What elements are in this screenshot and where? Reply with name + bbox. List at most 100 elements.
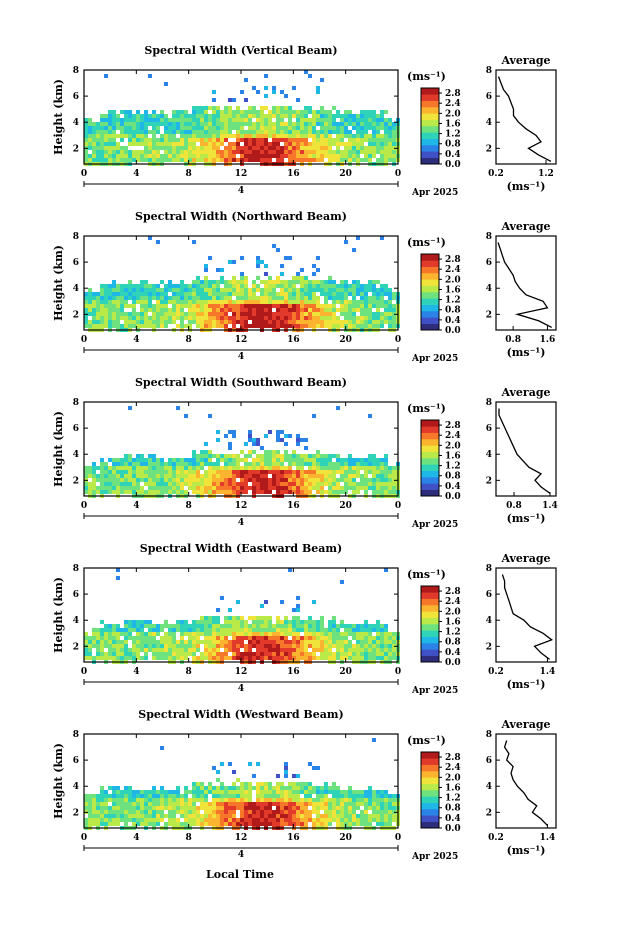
- heatmap-cell: [392, 656, 396, 660]
- heatmap-cell: [196, 656, 200, 660]
- heatmap-cell: [212, 648, 216, 652]
- heatmap-cell: [340, 150, 344, 154]
- x-tick-label: 20: [339, 501, 352, 511]
- heatmap-cell: [244, 652, 248, 656]
- heatmap-cell: [216, 118, 220, 122]
- heatmap-cell: [172, 628, 176, 632]
- heatmap-cell: [128, 462, 132, 466]
- heatmap-cell: [96, 466, 100, 470]
- heatmap-cell: [216, 802, 220, 806]
- heatmap-cell: [284, 786, 288, 790]
- heatmap-cell: [228, 466, 232, 470]
- heatmap-cell: [116, 624, 120, 628]
- heatmap-cell: [204, 308, 208, 312]
- heatmap-cell: [172, 802, 176, 806]
- heatmap-cell: [256, 158, 260, 162]
- heatmap-cell: [380, 114, 384, 118]
- heatmap-cell: [120, 478, 124, 482]
- heatmap-cell: [140, 288, 144, 292]
- heatmap-cell: [168, 118, 172, 122]
- heatmap-cell: [264, 106, 268, 110]
- heatmap-cell: [164, 316, 168, 320]
- profile-frame: [495, 235, 557, 331]
- heatmap-cell: [312, 280, 316, 284]
- heatmap-cell: [356, 486, 360, 490]
- heatmap-cell: [276, 802, 280, 806]
- heatmap-cell: [268, 644, 272, 648]
- heatmap-cell: [104, 640, 108, 644]
- heatmap-cell: [92, 146, 96, 150]
- heatmap-cell: [212, 98, 216, 102]
- heatmap-cell: [120, 316, 124, 320]
- heatmap-cell: [100, 296, 104, 300]
- heatmap-cell: [124, 470, 128, 474]
- heatmap-cell: [368, 288, 372, 292]
- heatmap-cell: [112, 288, 116, 292]
- heatmap-cell: [224, 114, 228, 118]
- heatmap-cell: [268, 114, 272, 118]
- heatmap-cell: [288, 316, 292, 320]
- heatmap-cell: [172, 114, 176, 118]
- heatmap-cell: [152, 110, 156, 114]
- heatmap-cell: [104, 818, 108, 822]
- heatmap-cell: [260, 296, 264, 300]
- heatmap-cell: [340, 154, 344, 158]
- heatmap-cell: [296, 632, 300, 636]
- heatmap-cell: [144, 280, 148, 284]
- heatmap-cell: [196, 490, 200, 494]
- heatmap-cell: [100, 632, 104, 636]
- heatmap-cell: [380, 648, 384, 652]
- heatmap-cell: [120, 644, 124, 648]
- heatmap-cell: [296, 304, 300, 308]
- heatmap-cell: [392, 490, 396, 494]
- heatmap-cell: [148, 474, 152, 478]
- heatmap-cell: [252, 810, 256, 814]
- heatmap-cell: [128, 324, 132, 328]
- heatmap-cell: [148, 146, 152, 150]
- heatmap-cell: [392, 466, 396, 470]
- heatmap-cell: [224, 640, 228, 644]
- heatmap-cell: [168, 818, 172, 822]
- heatmap-cell: [116, 458, 120, 462]
- heatmap-cell: [204, 142, 208, 146]
- colorbar-swatch: [421, 107, 439, 114]
- heatmap-cell: [256, 656, 260, 660]
- heatmap-cell: [156, 462, 160, 466]
- heatmap-cell: [108, 312, 112, 316]
- heatmap-cell: [160, 324, 164, 328]
- heatmap-cell: [100, 644, 104, 648]
- heatmap-cell: [124, 296, 128, 300]
- heatmap-cell: [272, 134, 276, 138]
- heatmap-cell: [180, 482, 184, 486]
- x-tick-label: 0: [395, 667, 401, 677]
- heatmap-cell: [308, 284, 312, 288]
- heatmap-cell: [260, 138, 264, 142]
- heatmap-cell: [212, 794, 216, 798]
- heatmap-cell: [320, 628, 324, 632]
- heatmap-cell: [104, 114, 108, 118]
- heatmap-cell: [388, 300, 392, 304]
- heatmap-cell: [360, 324, 364, 328]
- heatmap-cell: [224, 284, 228, 288]
- heatmap-cell: [100, 470, 104, 474]
- heatmap-cell: [316, 450, 320, 454]
- heatmap-cell: [132, 794, 136, 798]
- heatmap-cell: [300, 118, 304, 122]
- heatmap-cell: [192, 470, 196, 474]
- heatmap-cell: [228, 146, 232, 150]
- heatmap-cell: [256, 790, 260, 794]
- heatmap-cell: [376, 818, 380, 822]
- heatmap-cell: [328, 130, 332, 134]
- heatmap-cell: [340, 300, 344, 304]
- heatmap-cell: [332, 470, 336, 474]
- heatmap-cell: [160, 292, 164, 296]
- heatmap-cell: [256, 786, 260, 790]
- x-tick-label: 0: [395, 501, 401, 511]
- heatmap-cell: [88, 138, 92, 142]
- heatmap-cell: [144, 818, 148, 822]
- heatmap-cell: [340, 324, 344, 328]
- heatmap-cell: [92, 134, 96, 138]
- heatmap-cell: [284, 624, 288, 628]
- heatmap-cell: [204, 268, 208, 272]
- heatmap-cell: [144, 644, 148, 648]
